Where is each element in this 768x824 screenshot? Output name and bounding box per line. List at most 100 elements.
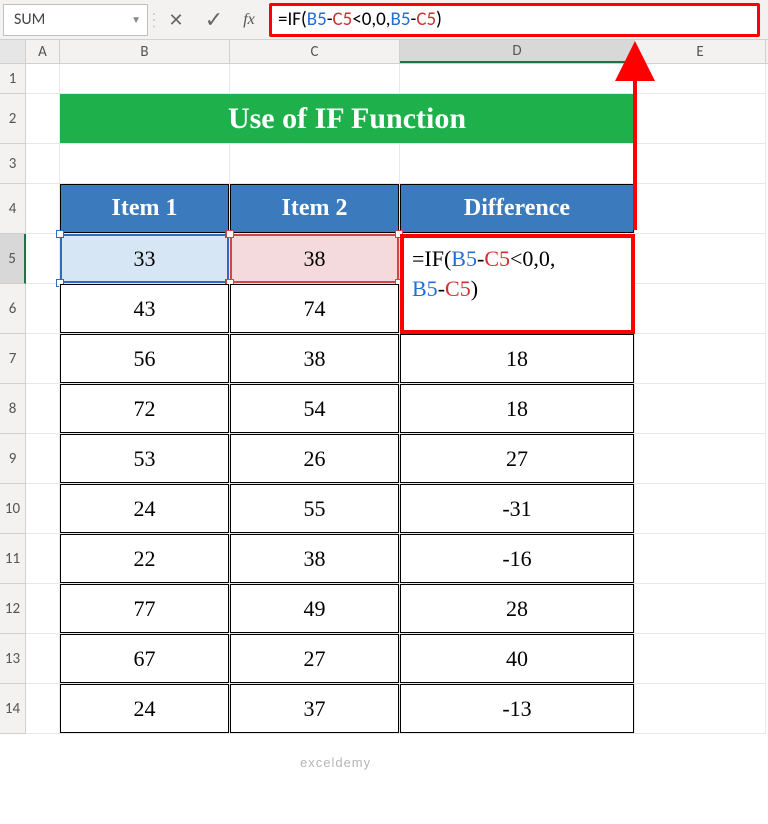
row-header[interactable]: 8: [0, 384, 26, 434]
confirm-icon[interactable]: ✓: [195, 4, 233, 36]
cell[interactable]: [26, 684, 60, 734]
formula-ref-c5: C5: [333, 8, 353, 31]
cell[interactable]: 37: [230, 684, 400, 734]
cell[interactable]: 55: [230, 484, 400, 534]
cell[interactable]: [400, 64, 635, 94]
cell[interactable]: 43: [60, 284, 230, 334]
selection-handle[interactable]: [56, 230, 64, 238]
cell[interactable]: [230, 64, 400, 94]
cell[interactable]: [635, 144, 766, 184]
cell[interactable]: -31: [400, 484, 635, 534]
cell[interactable]: [635, 534, 766, 584]
col-header-a[interactable]: A: [26, 40, 60, 63]
cell[interactable]: [635, 684, 766, 734]
cell[interactable]: [26, 234, 60, 284]
cell[interactable]: 27: [400, 434, 635, 484]
cell[interactable]: 26: [230, 434, 400, 484]
cell[interactable]: 72: [60, 384, 230, 434]
cell-c5[interactable]: 38: [230, 234, 400, 284]
cell[interactable]: [230, 144, 400, 184]
cell[interactable]: [26, 634, 60, 684]
cell[interactable]: 56: [60, 334, 230, 384]
cancel-icon[interactable]: ✕: [157, 4, 195, 36]
row-header[interactable]: 12: [0, 584, 26, 634]
formula-input[interactable]: =IF(B5-C5<0,0,B5-C5): [269, 3, 760, 37]
row-header[interactable]: 4: [0, 184, 26, 234]
cell[interactable]: [635, 484, 766, 534]
chevron-down-icon[interactable]: ▼: [131, 13, 141, 26]
cell[interactable]: [635, 184, 766, 234]
col-header-b[interactable]: B: [60, 40, 230, 63]
cell[interactable]: 18: [400, 384, 635, 434]
cell[interactable]: [635, 64, 766, 94]
row-header[interactable]: 10: [0, 484, 26, 534]
fx-icon[interactable]: fx: [233, 11, 265, 29]
cell[interactable]: 27: [230, 634, 400, 684]
cell[interactable]: [26, 334, 60, 384]
row-header[interactable]: 14: [0, 684, 26, 734]
cell[interactable]: [26, 144, 60, 184]
cell[interactable]: -13: [400, 684, 635, 734]
cell[interactable]: 28: [400, 584, 635, 634]
col-header-e[interactable]: E: [635, 40, 766, 63]
cell[interactable]: [400, 144, 635, 184]
row-header[interactable]: 9: [0, 434, 26, 484]
title-cell[interactable]: Use of IF Function: [60, 94, 635, 144]
cell[interactable]: [26, 534, 60, 584]
cell[interactable]: 77: [60, 584, 230, 634]
cell[interactable]: [635, 234, 766, 284]
cell[interactable]: 54: [230, 384, 400, 434]
cell[interactable]: Item 2: [230, 184, 400, 234]
cell[interactable]: [26, 94, 60, 144]
table-cell: 18: [400, 334, 634, 383]
row-header[interactable]: 2: [0, 94, 26, 144]
cell[interactable]: [26, 384, 60, 434]
cell[interactable]: [635, 634, 766, 684]
cell[interactable]: 22: [60, 534, 230, 584]
cell[interactable]: Item 1: [60, 184, 230, 234]
row-header[interactable]: 6: [0, 284, 26, 334]
cell[interactable]: Difference: [400, 184, 635, 234]
cell[interactable]: [635, 334, 766, 384]
row-header[interactable]: 11: [0, 534, 26, 584]
cell[interactable]: 67: [60, 634, 230, 684]
cell-formula-editor[interactable]: =IF(B5-C5<0,0, B5-C5): [400, 234, 635, 334]
cell[interactable]: [635, 434, 766, 484]
cell[interactable]: 38: [230, 334, 400, 384]
cell[interactable]: [26, 484, 60, 534]
cell[interactable]: [60, 64, 230, 94]
cell[interactable]: 38: [230, 534, 400, 584]
cell[interactable]: -16: [400, 534, 635, 584]
row-header[interactable]: 7: [0, 334, 26, 384]
formula-ref-b5: B5: [307, 8, 327, 31]
row-header[interactable]: 1: [0, 64, 26, 94]
cell[interactable]: 40: [400, 634, 635, 684]
cell[interactable]: [635, 384, 766, 434]
select-all-corner[interactable]: [0, 40, 26, 63]
cell[interactable]: [60, 144, 230, 184]
cell[interactable]: 49: [230, 584, 400, 634]
name-box[interactable]: SUM ▼: [3, 4, 148, 36]
selection-handle[interactable]: [226, 230, 234, 238]
cell[interactable]: 18: [400, 334, 635, 384]
table-cell: 72: [60, 384, 229, 433]
cell[interactable]: [635, 94, 766, 144]
cell[interactable]: [26, 284, 60, 334]
cell[interactable]: [635, 284, 766, 334]
col-header-d[interactable]: D: [400, 40, 635, 63]
cell[interactable]: [26, 434, 60, 484]
row-header[interactable]: 5: [0, 234, 26, 284]
cell[interactable]: [26, 64, 60, 94]
cell[interactable]: 74: [230, 284, 400, 334]
cell[interactable]: 53: [60, 434, 230, 484]
row-header[interactable]: 3: [0, 144, 26, 184]
col-header-c[interactable]: C: [230, 40, 400, 63]
cell[interactable]: 24: [60, 684, 230, 734]
cell[interactable]: [635, 584, 766, 634]
cell-b5[interactable]: 33: [60, 234, 230, 284]
row-header[interactable]: 13: [0, 634, 26, 684]
selected-ref-b5: 33: [60, 234, 229, 283]
cell[interactable]: [26, 584, 60, 634]
cell[interactable]: [26, 184, 60, 234]
cell[interactable]: 24: [60, 484, 230, 534]
